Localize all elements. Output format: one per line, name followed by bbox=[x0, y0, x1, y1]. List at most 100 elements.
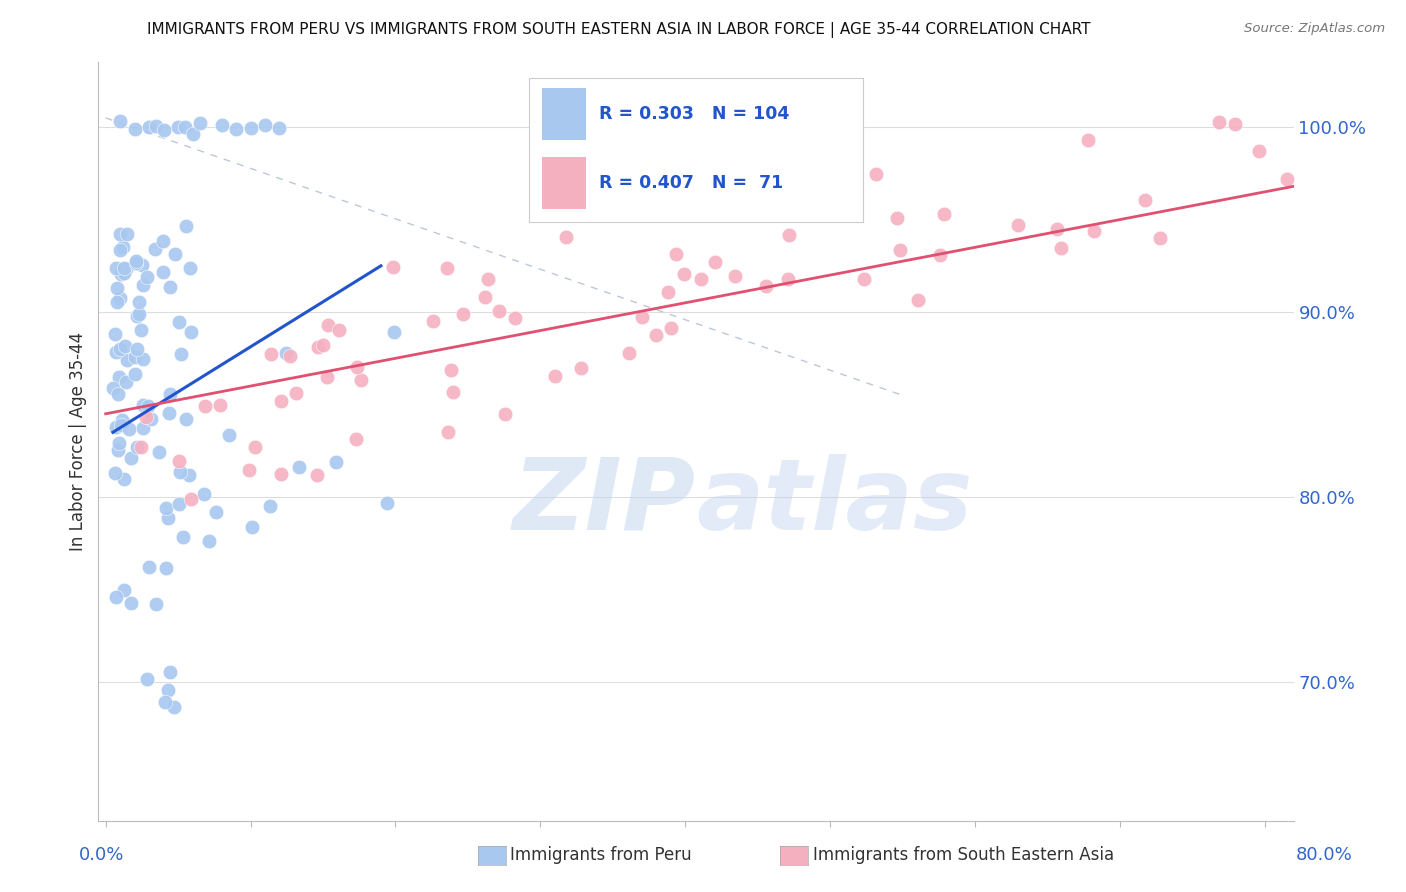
Point bbox=[755, 279, 778, 293]
Point bbox=[112, 472, 135, 486]
Point bbox=[344, 432, 367, 446]
Point bbox=[132, 398, 155, 412]
Point bbox=[128, 307, 150, 321]
Point bbox=[889, 244, 911, 258]
Point bbox=[852, 272, 875, 286]
Point bbox=[1249, 144, 1271, 158]
Point bbox=[108, 370, 131, 384]
Point bbox=[172, 531, 194, 545]
Point bbox=[180, 492, 202, 507]
Point bbox=[270, 467, 292, 481]
Point bbox=[382, 325, 405, 339]
Point bbox=[124, 121, 146, 136]
Point bbox=[125, 255, 148, 269]
Point bbox=[724, 269, 747, 284]
Text: 80.0%: 80.0% bbox=[1296, 846, 1353, 863]
Point bbox=[108, 291, 131, 305]
Point bbox=[305, 468, 328, 483]
Point bbox=[145, 119, 167, 133]
Point bbox=[494, 407, 516, 421]
Point bbox=[125, 440, 148, 454]
Point bbox=[152, 123, 174, 137]
Point bbox=[138, 560, 160, 574]
Point bbox=[269, 121, 291, 136]
Text: ZIP: ZIP bbox=[513, 454, 696, 550]
Point bbox=[111, 240, 134, 254]
Point bbox=[108, 243, 131, 257]
Point bbox=[328, 323, 350, 337]
Point bbox=[104, 467, 127, 481]
Point bbox=[115, 375, 138, 389]
Point bbox=[115, 353, 138, 368]
Point bbox=[136, 270, 159, 285]
Point bbox=[128, 294, 150, 309]
Point bbox=[375, 496, 398, 510]
Point bbox=[657, 285, 679, 300]
Point bbox=[132, 351, 155, 366]
Point bbox=[544, 369, 567, 384]
Point bbox=[129, 323, 152, 337]
Point bbox=[211, 118, 233, 132]
Point bbox=[125, 253, 148, 268]
Point bbox=[796, 189, 818, 203]
Point bbox=[569, 361, 592, 376]
Point bbox=[105, 345, 128, 359]
Point bbox=[1050, 241, 1073, 255]
Point bbox=[325, 454, 347, 468]
Point bbox=[307, 340, 329, 354]
Point bbox=[287, 460, 309, 475]
Point bbox=[225, 122, 247, 136]
Text: Immigrants from Peru: Immigrants from Peru bbox=[510, 846, 692, 863]
Point bbox=[148, 445, 170, 459]
Point bbox=[115, 261, 138, 276]
Point bbox=[157, 405, 180, 419]
Point bbox=[163, 700, 186, 714]
Point bbox=[169, 454, 191, 468]
Point bbox=[117, 227, 139, 241]
Point bbox=[108, 227, 131, 242]
Point bbox=[131, 258, 153, 272]
Point bbox=[245, 440, 267, 454]
Point bbox=[270, 394, 292, 409]
Point bbox=[143, 242, 166, 256]
Point bbox=[112, 583, 135, 598]
Point bbox=[125, 342, 148, 356]
Point bbox=[169, 465, 191, 479]
Point bbox=[690, 272, 713, 286]
Point bbox=[253, 118, 276, 132]
Point bbox=[114, 339, 136, 353]
Point bbox=[127, 309, 149, 323]
Point bbox=[259, 500, 281, 514]
Point bbox=[159, 387, 181, 401]
Point bbox=[1149, 230, 1171, 244]
Point bbox=[105, 294, 128, 309]
Point bbox=[104, 591, 127, 605]
Point bbox=[453, 307, 475, 321]
Point bbox=[555, 230, 578, 244]
Text: Source: ZipAtlas.com: Source: ZipAtlas.com bbox=[1244, 22, 1385, 36]
Point bbox=[104, 260, 127, 275]
Point bbox=[108, 436, 131, 450]
Point bbox=[155, 501, 177, 516]
Point bbox=[156, 510, 179, 524]
Point bbox=[381, 260, 404, 275]
Point bbox=[131, 421, 153, 435]
Point bbox=[703, 255, 725, 269]
Point bbox=[589, 208, 612, 222]
Point bbox=[152, 235, 174, 249]
Point bbox=[194, 399, 217, 413]
Point bbox=[503, 310, 526, 325]
Point bbox=[104, 327, 127, 342]
Point bbox=[488, 303, 510, 318]
Point bbox=[929, 248, 952, 262]
Point bbox=[112, 261, 135, 276]
Point bbox=[218, 427, 240, 442]
Point bbox=[1083, 224, 1105, 238]
Point bbox=[778, 272, 800, 286]
Point bbox=[120, 597, 142, 611]
Point bbox=[141, 412, 163, 426]
Point bbox=[155, 561, 177, 575]
Point bbox=[1275, 172, 1298, 186]
Point bbox=[110, 417, 132, 432]
Y-axis label: In Labor Force | Age 35-44: In Labor Force | Age 35-44 bbox=[69, 332, 87, 551]
